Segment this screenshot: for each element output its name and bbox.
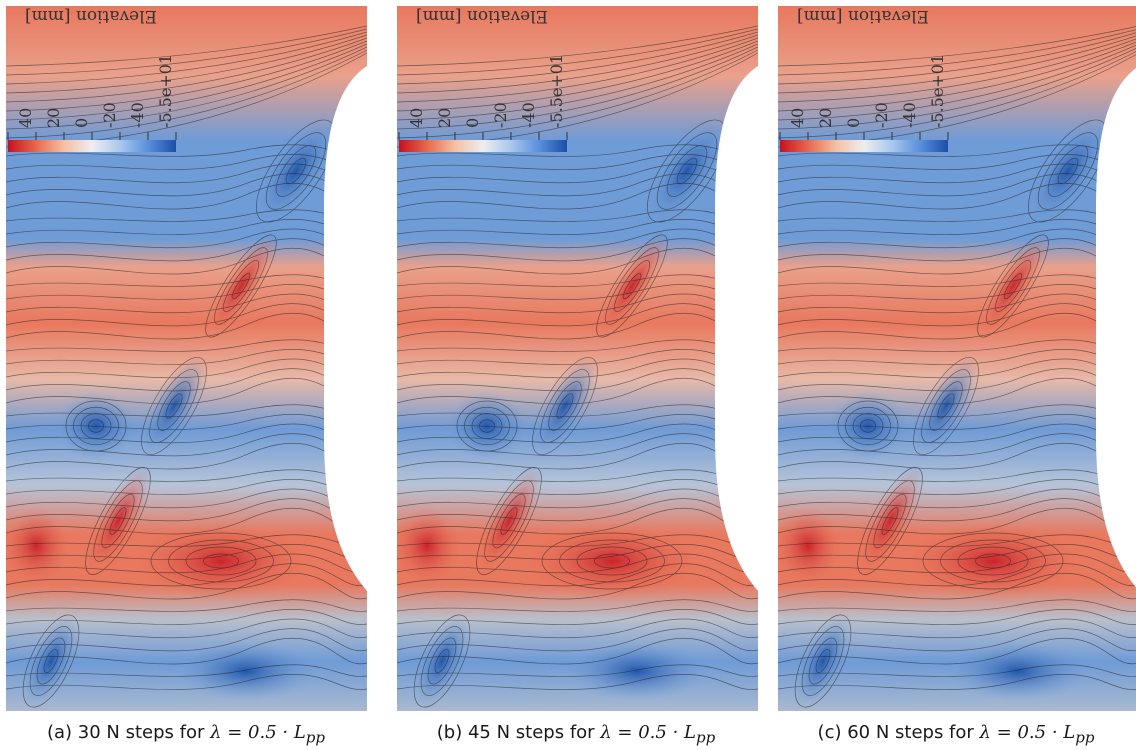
- contour-lines: [778, 26, 1136, 708]
- crest-region: [977, 234, 1049, 338]
- caption-subscript: pp: [1075, 728, 1095, 747]
- crest-region: [131, 521, 311, 601]
- colorbar-tick-label: -5.5e+01: [547, 54, 566, 128]
- trough-region: [948, 641, 1088, 701]
- elevation-contour-plot: Elevation [mm] -5.5e+01 -40 -20 0 20 40 5.5e+01: [778, 6, 1136, 711]
- crest-region: [903, 521, 1083, 601]
- colorbar-tick-label: 5.5e+01: [6, 59, 7, 128]
- elevation-contour-plot: Elevation [mm] -5.5e+01 -40 -20 0 20 40 5.5e+01: [6, 6, 367, 711]
- trough-region: [647, 119, 727, 223]
- crest-region: [778, 506, 843, 586]
- hull-cutout: [324, 66, 367, 591]
- caption-math: λ = 0.5 · L: [600, 722, 696, 743]
- colorbar-tick-label: -20: [100, 102, 119, 128]
- colorbar-tick-label: -5.5e+01: [156, 54, 175, 128]
- trough-region: [176, 641, 316, 701]
- colorbar-title: Elevation [mm]: [797, 6, 929, 26]
- wave-field-panel-c: Elevation [mm] -5.5e+01 -40 -20 0 20 40 5.5e+01: [778, 6, 1136, 711]
- colorbar-tick-label: -20: [491, 102, 510, 128]
- crest-region: [85, 467, 151, 575]
- colorbar-tick-label: 5.5e+01: [397, 59, 398, 128]
- colorbar-tick-label: 20: [816, 108, 835, 128]
- wave-field-panel-a: Elevation [mm] -5.5e+01 -40 -20 0 20 40 5.5e+01: [6, 6, 367, 711]
- colorbar: Elevation [mm] -5.5e+01 -40 -20 0 20 40 5.5e+01: [778, 6, 949, 152]
- colorbar: Elevation [mm] -5.5e+01 -40 -20 0 20 40 5.5e+01: [6, 6, 177, 152]
- colorbar-tick-label: 0: [72, 118, 91, 128]
- crest-region: [205, 234, 277, 338]
- colorbar-tick-label: 20: [44, 108, 63, 128]
- trough-region: [532, 357, 598, 455]
- trough-region: [795, 614, 851, 708]
- trough-region: [567, 641, 707, 701]
- caption-b: (b) 45 N steps for λ = 0.5 · Lpp: [386, 722, 766, 747]
- crest-region: [6, 506, 71, 586]
- crest-region: [397, 506, 462, 586]
- colorbar-tick-label: -40: [128, 102, 147, 128]
- trough-region: [414, 614, 470, 708]
- trough-region: [141, 357, 207, 455]
- hull-cutout: [1096, 68, 1136, 588]
- colorbar-tick-label: 40: [16, 108, 35, 128]
- colorbar-title: Elevation [mm]: [25, 6, 157, 26]
- caption-subscript: pp: [695, 728, 716, 747]
- caption-text: (c) 60 N steps for: [817, 722, 980, 743]
- elevation-contour-plot: Elevation [mm] -5.5e+01 -40 -20 0 20 40 5.5e+01: [397, 6, 758, 711]
- caption-text: (a) 30 N steps for: [46, 722, 211, 743]
- crest-region: [522, 521, 702, 601]
- colorbar-tick-label: 20: [435, 108, 454, 128]
- crest-region: [476, 467, 542, 575]
- colorbar: Elevation [mm] -5.5e+01 -40 -20 0 20 40 5.5e+01: [397, 6, 568, 152]
- colorbar-gradient: [8, 140, 176, 152]
- caption-math: λ = 0.5 · L: [210, 722, 306, 743]
- wave-field-panel-b: Elevation [mm] -5.5e+01 -40 -20 0 20 40 5.5e+01: [397, 6, 758, 711]
- colorbar-gradient: [780, 140, 948, 152]
- caption-text: (b) 45 N steps for: [436, 722, 601, 743]
- colorbar-tick-label: 0: [463, 118, 482, 128]
- caption-a: (a) 30 N steps for λ = 0.5 · Lpp: [0, 722, 376, 747]
- trough-region: [23, 614, 79, 708]
- colorbar-tick-label: -20: [872, 102, 891, 128]
- colorbar-tick-label: -5.5e+01: [928, 54, 947, 128]
- caption-subscript: pp: [305, 728, 326, 747]
- caption-math: λ = 0.5 · L: [979, 722, 1076, 743]
- colorbar-tick-label: 40: [788, 108, 807, 128]
- colorbar-title: Elevation [mm]: [416, 6, 548, 26]
- caption-c: (c) 60 N steps for λ = 0.5 · Lpp: [766, 722, 1136, 747]
- trough-region: [913, 357, 979, 455]
- colorbar-tick-label: -40: [519, 102, 538, 128]
- trough-region: [1028, 119, 1108, 223]
- colorbar-tick-label: 5.5e+01: [778, 59, 779, 128]
- hull-cutout: [715, 66, 758, 591]
- crest-region: [596, 234, 668, 338]
- colorbar-tick-label: -40: [900, 102, 919, 128]
- crest-region: [857, 467, 923, 575]
- colorbar-tick-label: 0: [844, 118, 863, 128]
- colorbar-gradient: [399, 140, 567, 152]
- trough-region: [256, 119, 336, 223]
- colorbar-tick-label: 40: [407, 108, 426, 128]
